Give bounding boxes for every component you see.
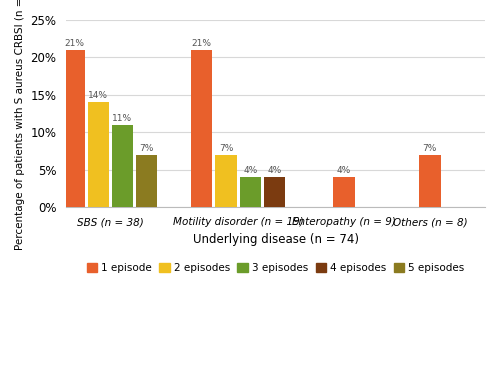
Bar <box>64 50 84 207</box>
Bar <box>334 178 354 207</box>
X-axis label: Underlying disease (n = 74): Underlying disease (n = 74) <box>192 233 358 246</box>
Text: 4%: 4% <box>243 166 258 175</box>
Bar <box>264 178 285 207</box>
Text: 4%: 4% <box>268 166 281 175</box>
Text: 21%: 21% <box>64 39 84 48</box>
Bar <box>136 155 158 207</box>
Bar <box>88 102 109 207</box>
Y-axis label: Percentage of patients with S aureus CRBSI (n = 28): Percentage of patients with S aureus CRB… <box>15 0 25 250</box>
Text: 11%: 11% <box>112 114 132 123</box>
Bar <box>216 155 236 207</box>
Text: 4%: 4% <box>337 166 351 175</box>
Text: 14%: 14% <box>88 91 108 100</box>
Text: 7%: 7% <box>140 144 154 153</box>
Bar <box>191 50 212 207</box>
Bar <box>240 178 261 207</box>
Text: 7%: 7% <box>219 144 233 153</box>
Bar <box>419 155 440 207</box>
Text: 21%: 21% <box>192 39 212 48</box>
Text: 7%: 7% <box>422 144 437 153</box>
Bar <box>112 125 133 207</box>
Legend: 1 episode, 2 episodes, 3 episodes, 4 episodes, 5 episodes: 1 episode, 2 episodes, 3 episodes, 4 epi… <box>82 259 468 277</box>
